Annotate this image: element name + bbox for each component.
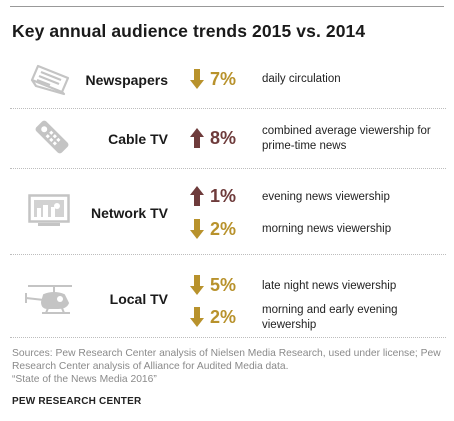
media-label-local-tv: Local TV	[109, 291, 168, 307]
source-note: Sources: Pew Research Center analysis of…	[12, 347, 444, 386]
arrow-up-icon	[190, 186, 204, 206]
media-label-network-tv: Network TV	[90, 205, 168, 221]
change-value: 5%	[210, 275, 237, 295]
arrow-up-icon	[190, 128, 204, 148]
change-description: morning news viewership	[262, 223, 392, 235]
top-rule	[10, 6, 444, 7]
change-value: 2%	[210, 219, 237, 239]
change-description: combined average viewership for prime-ti…	[262, 125, 431, 152]
change-value: 7%	[210, 69, 237, 89]
row-divider	[10, 108, 446, 109]
tv-icon	[28, 194, 70, 226]
change-description: morning and early evening viewership	[262, 304, 398, 331]
change-value: 1%	[210, 186, 237, 206]
change-value: 2%	[210, 307, 237, 327]
page-title: Key annual audience trends 2015 vs. 2014	[12, 21, 366, 41]
change-description: late night news viewership	[262, 280, 397, 292]
row-divider	[10, 168, 446, 169]
remote-control-icon	[35, 120, 69, 154]
media-label-newspapers: Newspapers	[85, 72, 168, 88]
arrow-down-icon	[190, 69, 204, 89]
source-text: Sources: Pew Research Center analysis of…	[12, 348, 441, 372]
arrow-down-icon	[190, 307, 204, 327]
media-label-cable-tv: Cable TV	[108, 131, 168, 147]
row-divider	[10, 337, 446, 338]
arrow-down-icon	[190, 275, 204, 295]
arrow-down-icon	[190, 219, 204, 239]
change-value: 8%	[210, 128, 237, 148]
change-description: evening news viewership	[262, 191, 390, 203]
change-description: daily circulation	[262, 73, 341, 85]
brand-name: PEW RESEARCH CENTER	[12, 396, 142, 407]
report-name: “State of the News Media 2016”	[12, 374, 157, 385]
newspaper-icon	[30, 64, 70, 96]
row-divider	[10, 254, 446, 255]
helicopter-icon	[25, 285, 72, 314]
